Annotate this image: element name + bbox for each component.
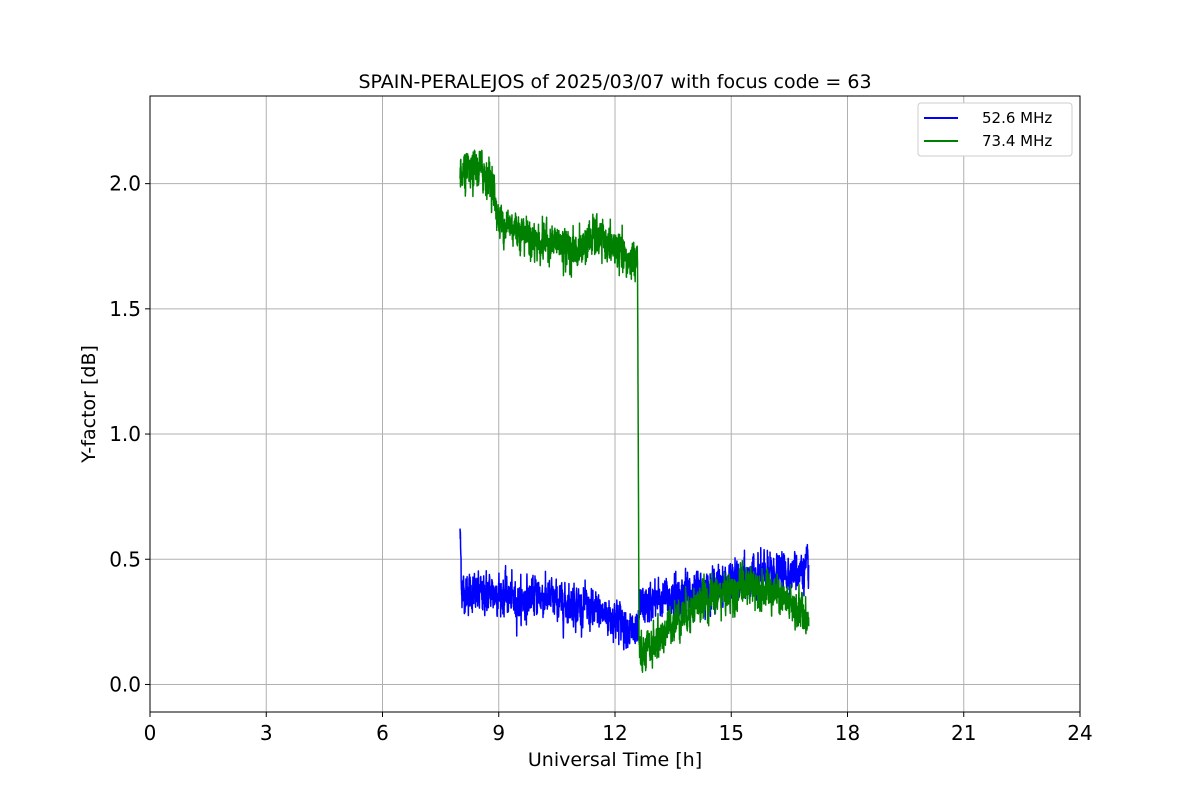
y-axis-ticks: 0.0 0.5 1.0 1.5 2.0 [109,172,150,696]
series-layer [459,149,810,674]
grid [149,96,1081,712]
x-tick-label: 0 [144,721,157,745]
x-tick-label: 3 [260,721,273,745]
legend-box [917,102,1073,157]
legend-label-2: 73.4 MHz [982,132,1052,150]
x-axis-ticks: 0 3 6 9 12 15 18 21 24 [144,712,1093,745]
y-tick-label: 0.0 [109,672,141,696]
y-axis-label: Y-factor [dB] [78,345,100,464]
x-tick-label: 6 [376,721,389,745]
x-tick-label: 12 [602,721,627,745]
legend: 52.6 MHz 73.4 MHz [917,102,1073,157]
x-tick-label: 18 [835,721,860,745]
x-tick-label: 21 [951,721,976,745]
x-tick-label: 24 [1067,721,1092,745]
y-tick-label: 2.0 [109,172,141,196]
x-axis-label: Universal Time [h] [528,749,702,771]
y-tick-label: 1.0 [109,422,141,446]
chart-title: SPAIN-PERALEJOS of 2025/03/07 with focus… [358,71,871,93]
x-tick-label: 15 [719,721,744,745]
legend-label-1: 52.6 MHz [982,109,1052,127]
x-tick-label: 9 [492,721,505,745]
y-tick-label: 1.5 [109,297,141,321]
series-line-2 [459,149,810,674]
y-tick-label: 0.5 [109,547,141,571]
